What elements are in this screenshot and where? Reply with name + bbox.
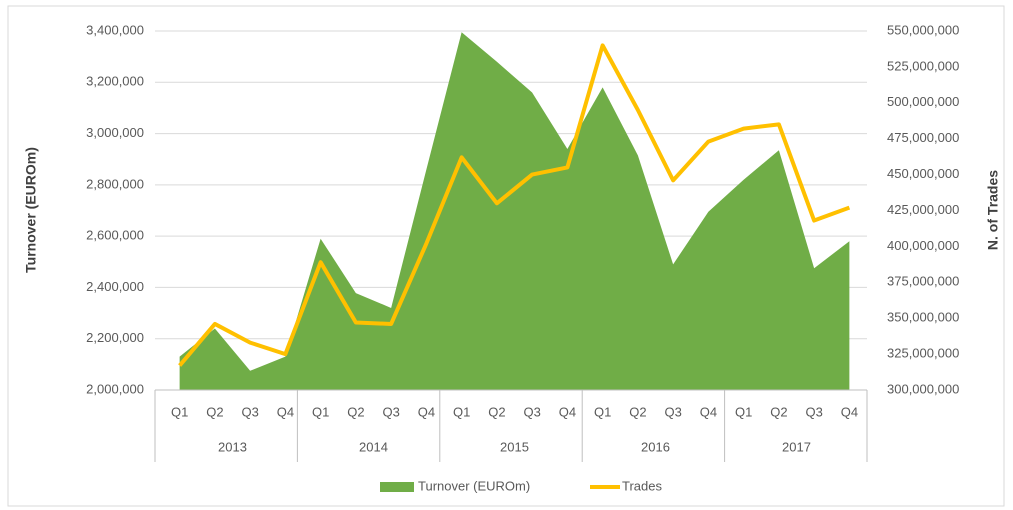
x-tick-label: Q4 [277,404,294,419]
y-tick-label: 2,400,000 [86,279,144,294]
y2-tick-label: 325,000,000 [887,346,959,361]
y2-tick-label: 350,000,000 [887,310,959,325]
y-axis-title: Turnover (EUROm) [23,147,39,273]
y-tick-label: 2,800,000 [86,176,144,191]
x-tick-label: Q4 [841,404,858,419]
x-tick-label: Q4 [559,404,576,419]
x-tick-label: Q2 [347,404,364,419]
y2-tick-label: 375,000,000 [887,274,959,289]
x-tick-label: Q3 [664,404,681,419]
legend-label: Turnover (EUROm) [418,478,530,493]
y-tick-label: 2,000,000 [86,381,144,396]
x-tick-label: Q3 [523,404,540,419]
x-tick-label: Q4 [418,404,435,419]
y2-tick-label: 425,000,000 [887,202,959,217]
turnover-area [179,32,850,391]
y2-tick-label: 300,000,000 [887,381,959,396]
legend-label: Trades [622,478,662,493]
x-tick-label: Q3 [382,404,399,419]
y2-tick-label: 500,000,000 [887,94,959,109]
x-group-label: 2016 [641,439,670,454]
x-tick-label: Q2 [206,404,223,419]
x-tick-label: Q2 [770,404,787,419]
x-tick-label: Q1 [735,404,752,419]
y-tick-label: 2,600,000 [86,228,144,243]
y2-tick-label: 400,000,000 [887,238,959,253]
y-tick-label: 3,400,000 [86,22,144,37]
y2-tick-label: 475,000,000 [887,130,959,145]
x-tick-label: Q3 [241,404,258,419]
x-group-label: 2013 [218,439,247,454]
legend-swatch [380,482,414,492]
x-tick-label: Q1 [594,404,611,419]
y-tick-label: 2,200,000 [86,330,144,345]
y2-tick-label: 525,000,000 [887,58,959,73]
x-tick-label: Q4 [700,404,717,419]
y2-tick-label: 550,000,000 [887,22,959,37]
y2-tick-label: 450,000,000 [887,166,959,181]
x-tick-label: Q1 [312,404,329,419]
y-tick-label: 3,200,000 [86,74,144,89]
trades-line [178,43,851,367]
x-tick-label: Q2 [488,404,505,419]
x-tick-label: Q2 [629,404,646,419]
y-tick-label: 3,000,000 [86,125,144,140]
x-group-label: 2017 [782,439,811,454]
x-tick-label: Q1 [171,404,188,419]
y2-axis-title: N. of Trades [985,170,1001,250]
x-group-label: 2015 [500,439,529,454]
x-tick-label: Q1 [453,404,470,419]
x-group-label: 2014 [359,439,388,454]
x-tick-label: Q3 [805,404,822,419]
